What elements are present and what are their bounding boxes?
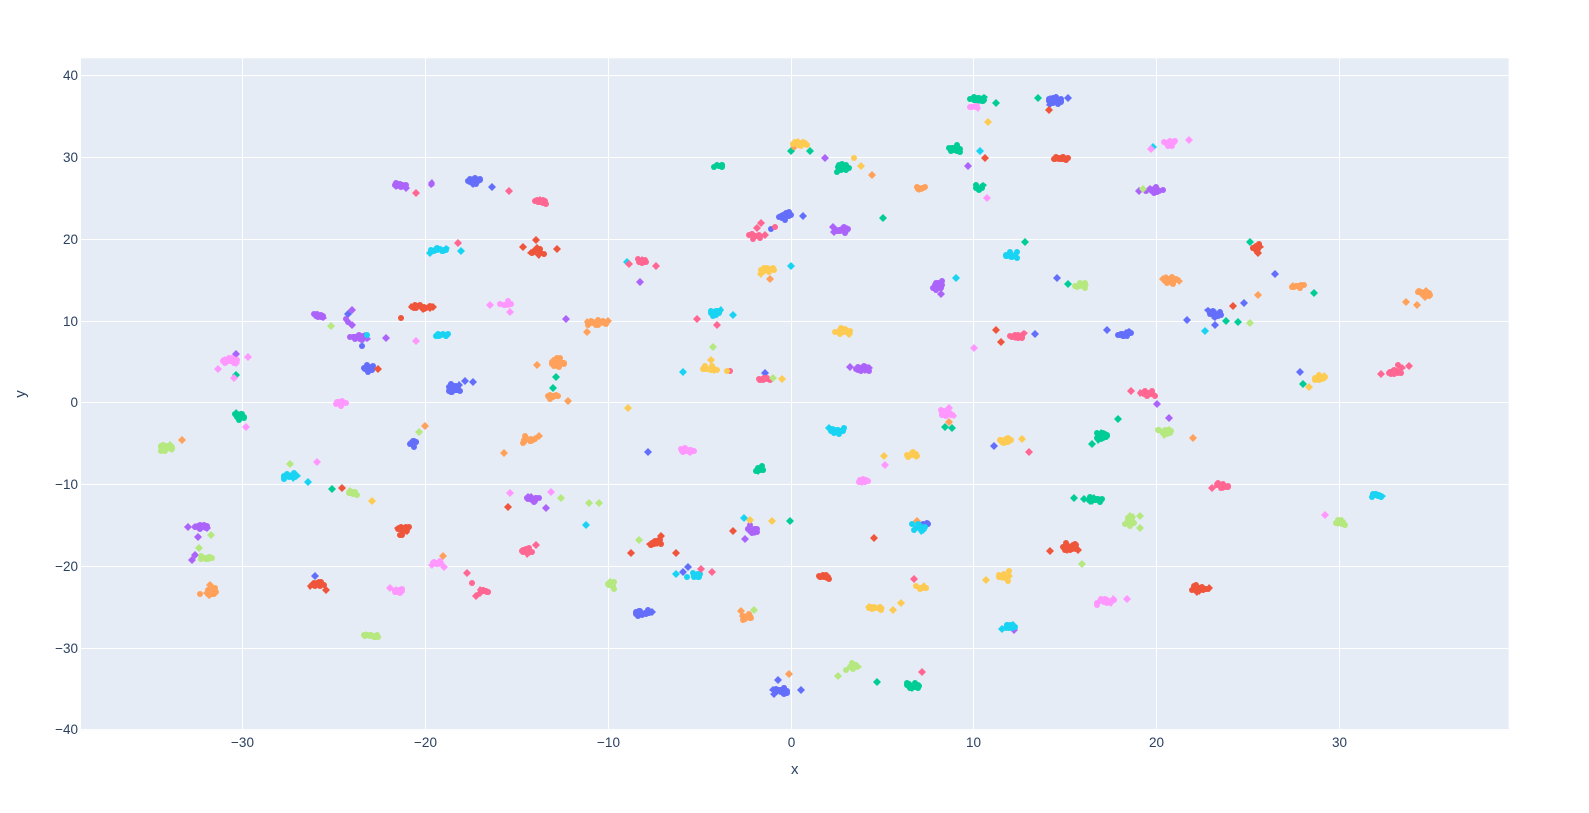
svg-text:0: 0: [788, 735, 796, 750]
svg-text:40: 40: [63, 68, 78, 83]
svg-text:−30: −30: [55, 641, 78, 656]
svg-text:−40: −40: [55, 722, 78, 737]
svg-text:−20: −20: [55, 559, 78, 574]
svg-text:x: x: [791, 761, 799, 778]
svg-text:y: y: [12, 390, 29, 398]
svg-text:−10: −10: [55, 477, 78, 492]
svg-text:20: 20: [1149, 735, 1164, 750]
svg-text:10: 10: [966, 735, 981, 750]
svg-text:0: 0: [70, 395, 78, 410]
svg-text:10: 10: [63, 314, 78, 329]
svg-text:−30: −30: [231, 735, 254, 750]
svg-text:30: 30: [63, 150, 78, 165]
svg-text:−20: −20: [414, 735, 437, 750]
svg-text:30: 30: [1332, 735, 1347, 750]
svg-text:20: 20: [63, 232, 78, 247]
svg-text:−10: −10: [597, 735, 620, 750]
